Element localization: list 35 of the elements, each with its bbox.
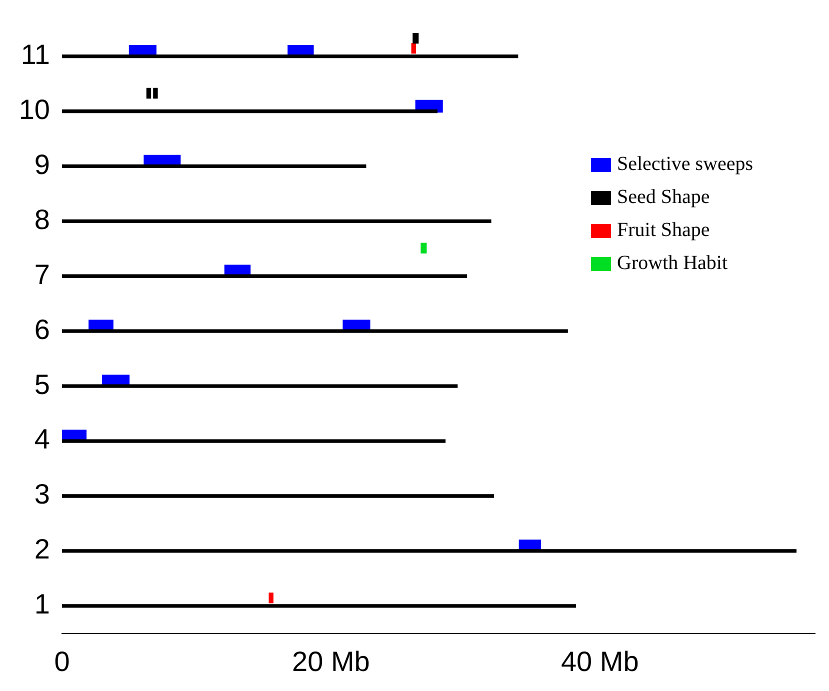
y-tick-label: 4 <box>34 424 50 455</box>
bar <box>62 329 568 333</box>
bar <box>62 54 518 58</box>
bar <box>62 384 458 388</box>
y-tick-label: 1 <box>34 588 50 620</box>
bar <box>411 42 416 54</box>
y-tick-label: 7 <box>34 258 50 290</box>
y-tick-label: 5 <box>34 368 50 400</box>
legend-label: Selective sweeps <box>617 153 754 176</box>
bar <box>62 604 576 608</box>
bar <box>420 242 427 254</box>
bar <box>62 494 494 498</box>
y-tick-label: 8 <box>34 204 50 235</box>
y-tick-label: 9 <box>34 148 50 180</box>
y-tick-label: 10 <box>18 94 50 125</box>
legend-label: Growth Habit <box>617 252 728 275</box>
legend-label: Seed Shape <box>617 186 710 209</box>
bar <box>62 274 468 278</box>
bar <box>153 88 158 99</box>
y-tick-label: 11 <box>20 39 50 70</box>
bar <box>268 592 274 604</box>
bar <box>146 88 152 99</box>
bar <box>62 219 492 224</box>
x-tick-label: 0 <box>54 646 70 677</box>
bar <box>62 164 366 168</box>
x-tick-label: 20 Mb <box>292 646 370 677</box>
y-tick-label: 2 <box>34 534 50 565</box>
bar <box>62 439 446 443</box>
x-tick-label: 40 Mb <box>560 646 639 677</box>
y-tick-label: 3 <box>34 478 50 510</box>
bar <box>62 549 797 553</box>
y-tick-label: 6 <box>34 314 50 345</box>
bar <box>62 109 438 114</box>
legend-label: Fruit Shape <box>617 219 710 242</box>
bar <box>412 32 419 44</box>
